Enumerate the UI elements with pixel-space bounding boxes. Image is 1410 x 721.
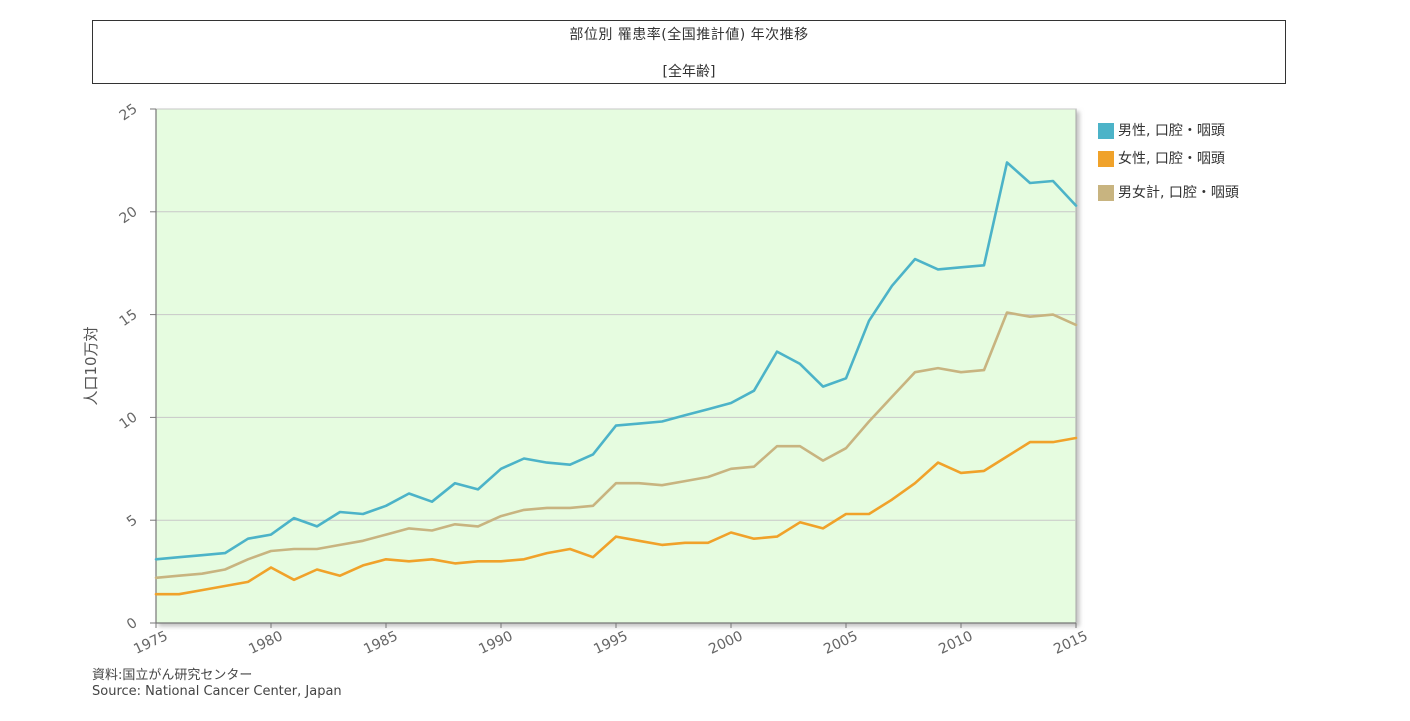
y-tick-label-5: 5 [124, 512, 140, 530]
legend-label-total: 男女計, 口腔・咽頭 [1118, 185, 1239, 201]
gridlines [156, 108, 1076, 521]
y-tick-label-10: 10 [117, 409, 141, 432]
y-tick-labels: 0 5 10 15 20 25 [117, 101, 156, 633]
legend-swatch-total [1098, 185, 1114, 201]
series-line-male [154, 161, 1078, 561]
x-tick-label-1975: 1975 [131, 628, 170, 658]
x-tick-label-2010: 2010 [936, 628, 975, 658]
legend-label-female: 女性, 口腔・咽頭 [1118, 151, 1225, 167]
series-lines [154, 161, 1078, 596]
y-tick-label-0: 0 [124, 615, 140, 633]
x-tick-label-1980: 1980 [246, 628, 285, 658]
source-note: 資料:国立がん研究センター Source: National Cancer Ce… [92, 668, 342, 700]
x-tick-labels: 1975 1980 1985 1990 1995 2000 2005 2010 2015 [131, 623, 1090, 658]
legend-swatch-male [1098, 123, 1114, 139]
x-tick-label-2015: 2015 [1051, 628, 1090, 658]
source-line-ja: 資料:国立がん研究センター [92, 668, 253, 683]
x-tick-label-1990: 1990 [476, 628, 515, 658]
legend-swatch-female [1098, 151, 1114, 167]
source-line-en: Source: National Cancer Center, Japan [92, 684, 342, 699]
legend-label-male: 男性, 口腔・咽頭 [1118, 123, 1225, 139]
chart-title-box: 部位別 罹患率(全国推計値) 年次推移 [全年齢] [92, 20, 1286, 84]
y-axis-label: 人口10万対 [82, 326, 100, 405]
x-tick-label-1995: 1995 [591, 628, 630, 658]
y-tick-label-20: 20 [117, 204, 141, 227]
plot-area [155, 108, 1077, 624]
x-tick-label-2000: 2000 [706, 628, 745, 658]
chart-subtitle: [全年齢] [662, 64, 716, 80]
x-tick-label-2005: 2005 [821, 628, 860, 658]
x-tick-label-1985: 1985 [361, 628, 400, 658]
y-tick-label-15: 15 [117, 307, 141, 330]
series-line-female [154, 436, 1078, 596]
y-tick-label-25: 25 [117, 101, 141, 124]
chart-title: 部位別 罹患率(全国推計値) 年次推移 [569, 27, 809, 43]
series-line-total [154, 311, 1078, 580]
